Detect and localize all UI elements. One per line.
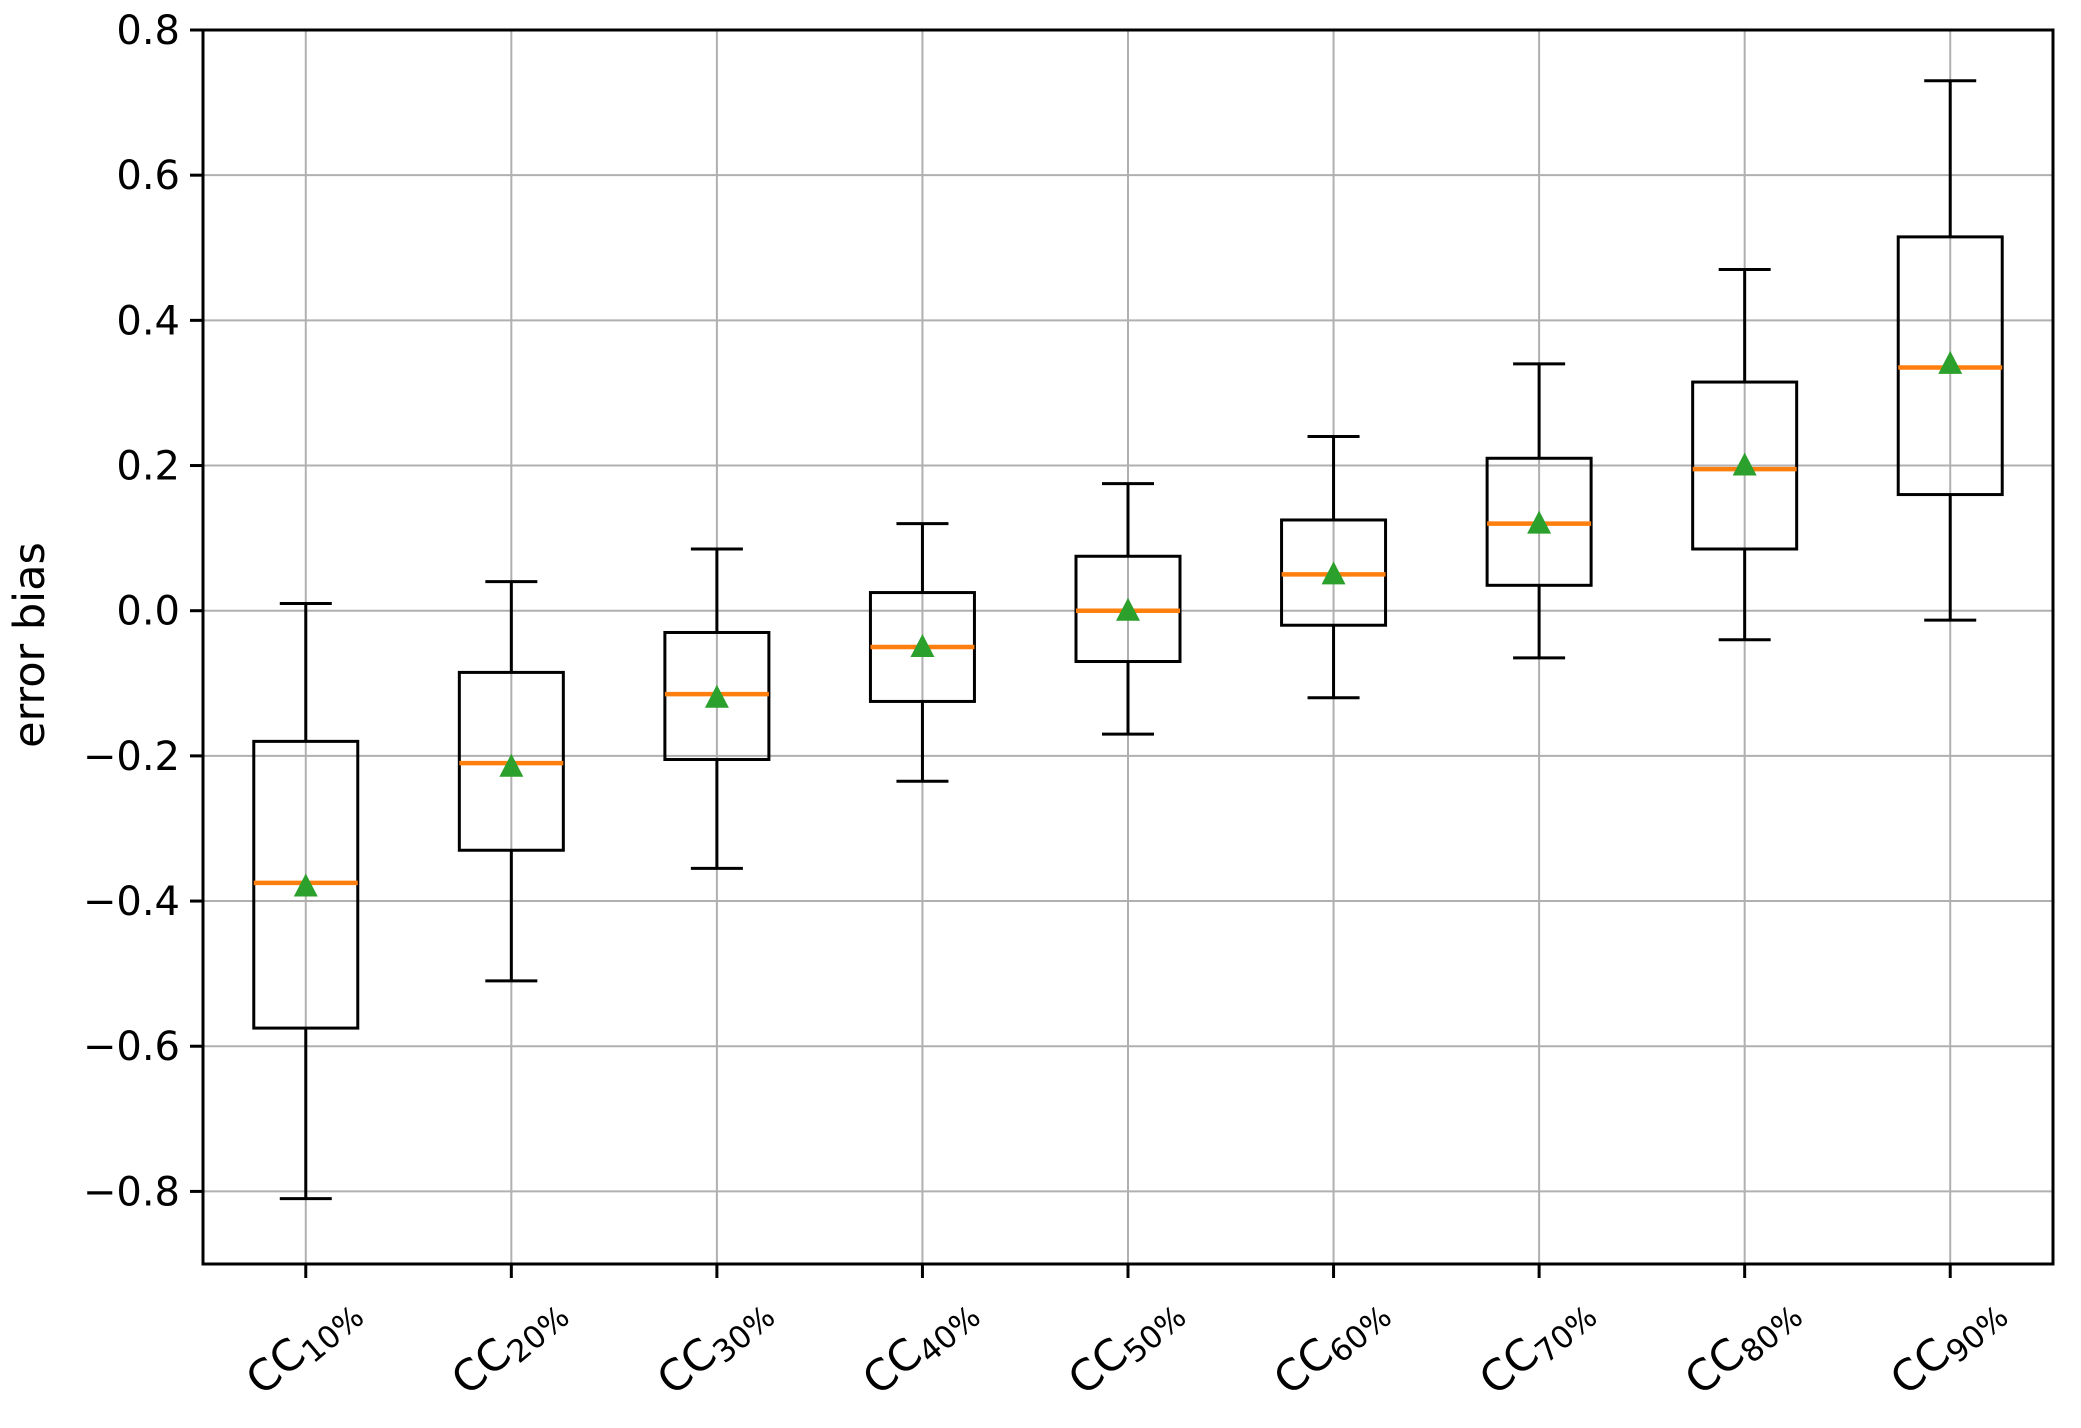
y-tick-label: 0.4 — [116, 298, 180, 344]
y-tick-label: 0.2 — [116, 444, 180, 490]
x-tick-label: CC40% — [854, 1284, 988, 1409]
grid-layer — [203, 29, 2053, 1264]
x-tick-label: CC20% — [442, 1284, 576, 1409]
y-tick-label: 0.8 — [116, 8, 180, 54]
mean-marker — [499, 753, 524, 777]
x-tick-label: CC60% — [1265, 1284, 1399, 1409]
plot-border — [201, 28, 2055, 1266]
box-layer — [252, 79, 2004, 1201]
y-tick-label: −0.8 — [83, 1169, 180, 1215]
mean-marker — [293, 873, 318, 897]
boxplot-CC20% — [457, 580, 565, 983]
x-tick-label: CC10% — [237, 1284, 371, 1409]
y-tick-label: −0.6 — [83, 1024, 180, 1070]
axis-layer: 0.8 0.6 0.4 0.2 0.0 −0.2 −0.4 −0.6 −0.8 CC10% CC20… — [83, 8, 2055, 1409]
boxplot-CC90% — [1896, 79, 2004, 622]
mean-marker — [1116, 597, 1140, 621]
boxplot-CC80% — [1691, 268, 1799, 642]
x-tick-label: CC90% — [1881, 1284, 2015, 1409]
mean-marker — [704, 684, 729, 708]
boxplot-CC30% — [663, 547, 771, 870]
x-tick-label: CC30% — [648, 1284, 782, 1409]
boxplot-CC40% — [868, 522, 976, 783]
boxplot-CC60% — [1280, 434, 1388, 700]
mean-marker — [910, 634, 935, 657]
y-tick-label: 0.6 — [116, 153, 180, 199]
boxplot-CC10% — [252, 601, 360, 1201]
mean-marker — [1938, 350, 1963, 374]
mean-marker — [1732, 452, 1757, 476]
boxplot-CC70% — [1485, 362, 1593, 660]
x-tick-label: CC50% — [1059, 1284, 1193, 1409]
mean-marker — [1321, 561, 1346, 585]
y-tick-label: 0.0 — [116, 589, 180, 635]
mean-marker — [1527, 510, 1552, 534]
x-tick-label: CC70% — [1470, 1284, 1604, 1409]
x-tick-label: CC80% — [1676, 1284, 1810, 1409]
y-tick-label: −0.4 — [83, 879, 180, 925]
y-tick-label: −0.2 — [83, 734, 180, 780]
boxplot-CC50% — [1074, 482, 1182, 736]
iqr-box — [1691, 380, 1799, 551]
y-axis-label: error bias — [5, 542, 55, 748]
